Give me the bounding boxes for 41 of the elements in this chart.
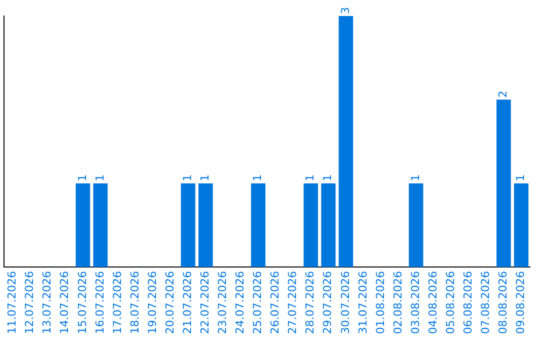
data-label: 1	[198, 174, 212, 182]
x-tick-label: 22.07.2026	[198, 271, 212, 334]
x-tick-label: 31.07.2026	[356, 271, 370, 334]
data-label: 1	[251, 174, 264, 182]
x-tick-label: 30.07.2026	[338, 271, 352, 334]
x-tick-label: 13.07.2026	[40, 271, 54, 334]
x-tick-label: 29.07.2026	[321, 271, 334, 334]
x-tick-label: 01.08.2026	[374, 271, 387, 334]
x-tick-label: 28.07.2026	[304, 271, 317, 334]
x-tick-label: 11.07.2026	[6, 271, 19, 334]
x-tick-label: 21.07.2026	[180, 271, 194, 334]
data-label: 1	[304, 174, 317, 182]
data-label: 1	[180, 174, 194, 182]
x-tick-label: 23.07.2026	[216, 271, 230, 334]
x-tick-label: 03.08.2026	[408, 271, 422, 334]
x-tick-label: 15.07.2026	[76, 271, 89, 334]
x-tick-label: 05.08.2026	[444, 271, 457, 334]
x-tick-label: 27.07.2026	[286, 271, 300, 334]
x-tick-label: 04.08.2026	[426, 271, 440, 334]
data-label: 1	[514, 174, 528, 182]
x-tick-label: 07.08.2026	[479, 271, 492, 334]
x-tick-label: 09.08.2026	[514, 271, 528, 334]
data-label: 1	[93, 174, 106, 182]
x-tick-label: 25.07.2026	[251, 271, 264, 334]
data-label: 3	[338, 7, 352, 14]
data-label: 1	[408, 174, 422, 182]
data-label: 2	[496, 90, 510, 98]
x-tick-label: 12.07.2026	[23, 271, 36, 334]
x-tick-label: 14.07.2026	[58, 271, 72, 334]
x-tick-label: 02.08.2026	[391, 271, 404, 334]
x-tick-label: 16.07.2026	[93, 271, 106, 334]
x-tick-label: 20.07.2026	[163, 271, 176, 334]
x-tick-label: 08.08.2026	[496, 271, 510, 334]
x-tick-label: 24.07.2026	[234, 271, 247, 334]
x-tick-label: 19.07.2026	[146, 271, 159, 334]
x-tick-label: 17.07.2026	[110, 271, 124, 334]
x-tick-label: 18.07.2026	[128, 271, 142, 334]
data-label: 1	[321, 174, 334, 182]
x-tick-label: 26.07.2026	[268, 271, 282, 334]
x-tick-label: 06.08.2026	[461, 271, 474, 334]
data-label: 1	[76, 174, 89, 182]
